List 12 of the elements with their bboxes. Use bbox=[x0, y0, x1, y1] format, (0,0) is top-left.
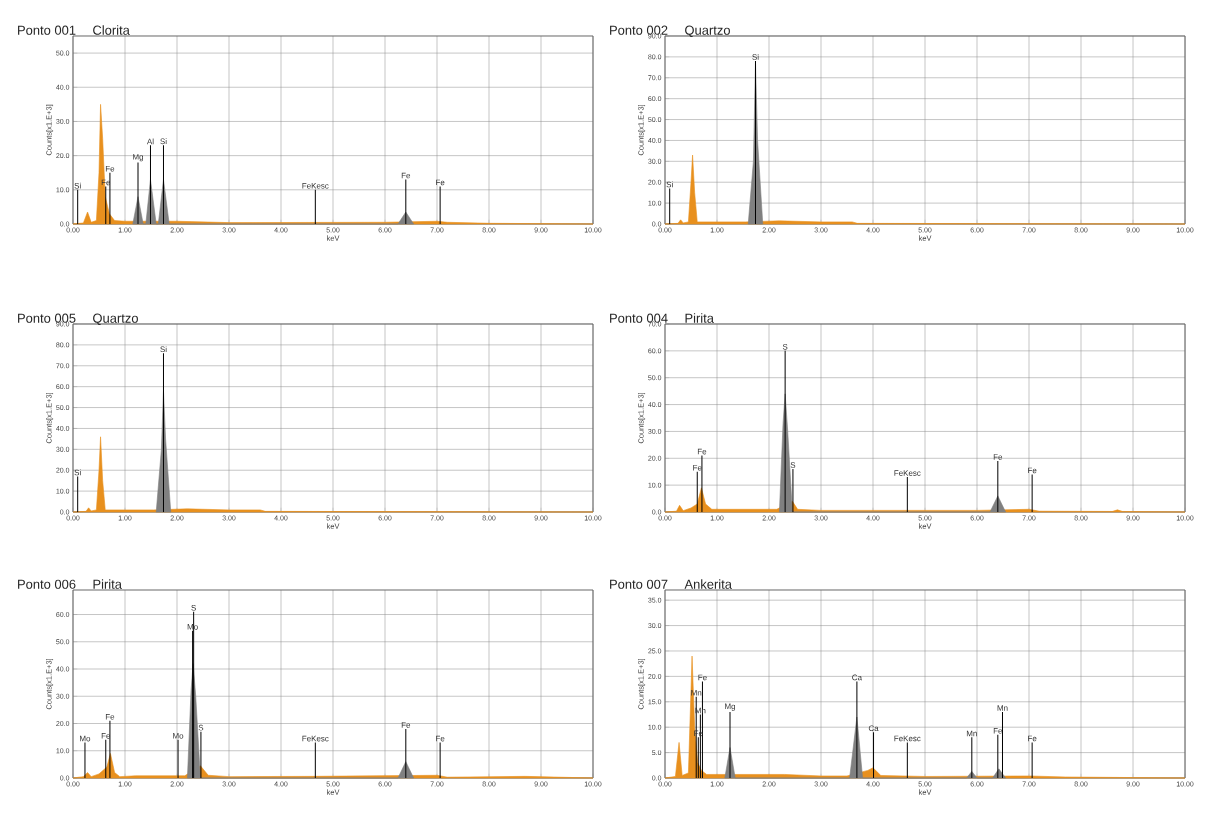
chart-subtitle: Quartzo bbox=[685, 25, 730, 38]
chart-subtitle: Pirita bbox=[93, 579, 122, 589]
chart-subtitle: Clorita bbox=[93, 25, 130, 35]
chart-title: Ponto 002 bbox=[610, 25, 668, 35]
chart-title: Ponto 007 bbox=[610, 579, 668, 589]
chart-title: Ponto 001 bbox=[18, 25, 76, 35]
chart-subtitle: Pirita bbox=[685, 313, 714, 323]
chart-title: Ponto 006 bbox=[18, 579, 76, 589]
chart-title: Ponto 004 bbox=[610, 313, 668, 323]
chart-subtitle: Quartzo bbox=[93, 313, 138, 326]
chart-title: Ponto 005 bbox=[18, 313, 76, 323]
chart-subtitle: Ankerita bbox=[684, 579, 732, 589]
